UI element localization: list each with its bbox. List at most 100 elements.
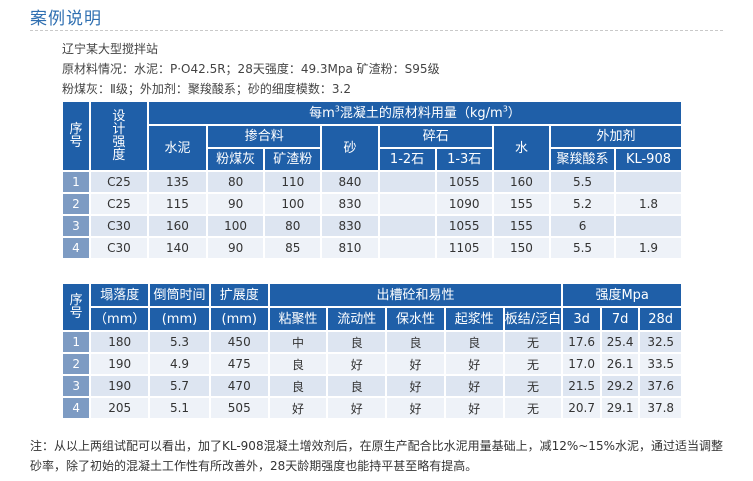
t1-header-no: 序号 bbox=[63, 102, 89, 170]
info-materials: 原材料情况：水泥：P·O42.5R；28天强度：49.3Mpa 矿渣粉：S95级 bbox=[62, 62, 440, 76]
t2-header-paste: 起浆性 bbox=[445, 308, 503, 330]
t1-group-sup2: 3 bbox=[502, 104, 508, 114]
t1-cell-g12 bbox=[379, 238, 435, 258]
table-row: 3 C30 160 100 80 830 1055 155 6 bbox=[63, 216, 681, 236]
t1-group-post: 混凝土的原材料用量（kg/m bbox=[339, 105, 503, 121]
t2-cell-slump: 205 bbox=[91, 398, 149, 418]
t2-header-no: 序号 bbox=[63, 284, 90, 330]
t2-header-bleeding: 板结/泛白 bbox=[504, 308, 562, 330]
t2-header-fluidity: 流动性 bbox=[328, 308, 386, 330]
t1-cell-kl908 bbox=[615, 216, 681, 236]
t2-cell-slump: 190 bbox=[91, 354, 149, 374]
t2-cell-bleeding: 无 bbox=[504, 332, 562, 352]
t2-header-workability: 出槽砼和易性 bbox=[269, 284, 562, 306]
t1-cell-grade: C25 bbox=[90, 172, 147, 192]
t2-cell-slump: 180 bbox=[91, 332, 149, 352]
t2-cell-paste: 好 bbox=[445, 398, 503, 418]
t1-header-flyash: 粉煤灰 bbox=[208, 149, 264, 170]
t2-header-retention: 保水性 bbox=[387, 308, 444, 330]
t2-header-28d: 28d bbox=[640, 308, 681, 330]
t2-cell-28d: 37.6 bbox=[640, 376, 681, 396]
t1-cell-pce: 5.5 bbox=[551, 172, 614, 192]
t1-cell-no: 2 bbox=[63, 194, 89, 214]
table-row: 2 190 4.9 475 良 好 好 好 无 17.0 26.1 33.5 bbox=[63, 354, 681, 374]
t2-cell-no: 1 bbox=[63, 332, 90, 352]
t1-header-g13: 1-3石 bbox=[436, 149, 492, 170]
t1-cell-g12 bbox=[379, 172, 435, 192]
table-row: 4 205 5.1 505 好 好 好 好 无 20.7 29.1 37.8 bbox=[63, 398, 681, 418]
t2-cell-no: 3 bbox=[63, 376, 90, 396]
t1-cell-cement: 115 bbox=[148, 194, 207, 214]
t2-cell-no: 4 bbox=[63, 398, 90, 418]
t2-cell-inversion: 4.9 bbox=[150, 354, 209, 374]
t2-cell-3d: 21.5 bbox=[563, 376, 600, 396]
t1-cell-cement: 135 bbox=[148, 172, 207, 192]
t2-cell-retention: 良 bbox=[387, 332, 444, 352]
t1-cell-slag: 80 bbox=[265, 216, 321, 236]
t2-cell-paste: 好 bbox=[445, 354, 503, 374]
t1-header-g12: 1-2石 bbox=[379, 149, 435, 170]
t2-cell-no: 2 bbox=[63, 354, 90, 374]
t1-header-group: 每m3混凝土的原材料用量（kg/m3） bbox=[148, 102, 681, 124]
t2-cell-retention: 好 bbox=[387, 398, 444, 418]
t1-cell-sand: 830 bbox=[322, 216, 378, 236]
t1-cell-sand: 830 bbox=[322, 194, 378, 214]
t2-cell-inversion: 5.3 bbox=[150, 332, 209, 352]
t2-header-3d: 3d bbox=[563, 308, 600, 330]
t1-cell-kl908: 1.8 bbox=[615, 194, 681, 214]
t2-cell-bleeding: 无 bbox=[504, 354, 562, 374]
table-row: 1 C25 135 80 110 840 1055 160 5.5 bbox=[63, 172, 681, 192]
t2-header-strength: 强度Mpa bbox=[563, 284, 681, 306]
t2-header-spread-unit: (mm) bbox=[210, 308, 268, 330]
table-row: 1 180 5.3 450 中 良 良 良 无 17.6 25.4 32.5 bbox=[63, 332, 681, 352]
t2-header-slump-unit: （mm） bbox=[91, 308, 149, 330]
t1-header-grade: 设计强度 bbox=[90, 102, 147, 170]
t1-header-water: 水 bbox=[493, 126, 550, 170]
t1-cell-flyash: 90 bbox=[208, 194, 264, 214]
t1-cell-no: 4 bbox=[63, 238, 89, 258]
t1-cell-pce: 6 bbox=[551, 216, 614, 236]
t1-cell-cement: 140 bbox=[148, 238, 207, 258]
t1-cell-sand: 840 bbox=[322, 172, 378, 192]
t2-cell-retention: 好 bbox=[387, 376, 444, 396]
t2-cell-bleeding: 无 bbox=[504, 376, 562, 396]
t1-cell-cement: 160 bbox=[148, 216, 207, 236]
t1-group-pre: 每m bbox=[309, 105, 335, 121]
t2-cell-bleeding: 无 bbox=[504, 398, 562, 418]
t1-cell-slag: 85 bbox=[265, 238, 321, 258]
t2-cell-paste: 好 bbox=[445, 376, 503, 396]
footnote: 注：从以上两组试配可以看出，加了KL-908混凝土增效剂后，在原生产配合比水泥用… bbox=[30, 439, 723, 473]
t2-cell-cohesion: 良 bbox=[269, 376, 327, 396]
t1-cell-water: 150 bbox=[493, 238, 550, 258]
t2-header-cohesion: 粘聚性 bbox=[269, 308, 327, 330]
t2-cell-fluidity: 好 bbox=[328, 398, 386, 418]
t2-cell-7d: 29.2 bbox=[601, 376, 639, 396]
t1-cell-g13: 1055 bbox=[436, 216, 492, 236]
t2-header-inversion-unit: (mm) bbox=[150, 308, 209, 330]
t2-cell-3d: 20.7 bbox=[563, 398, 600, 418]
t2-cell-spread: 450 bbox=[210, 332, 268, 352]
t2-cell-7d: 29.1 bbox=[601, 398, 639, 418]
t1-cell-no: 1 bbox=[63, 172, 89, 192]
t1-cell-g13: 1090 bbox=[436, 194, 492, 214]
t1-cell-kl908: 1.9 bbox=[615, 238, 681, 258]
t1-header-cement: 水泥 bbox=[148, 126, 207, 170]
t1-cell-flyash: 90 bbox=[208, 238, 264, 258]
t1-cell-grade: C25 bbox=[90, 194, 147, 214]
t1-header-pce: 聚羧酸系 bbox=[551, 149, 614, 170]
t2-cell-3d: 17.0 bbox=[563, 354, 600, 374]
t1-cell-flyash: 100 bbox=[208, 216, 264, 236]
t2-header-spread: 扩展度 bbox=[210, 284, 268, 306]
t2-cell-3d: 17.6 bbox=[563, 332, 600, 352]
table-row: 4 C30 140 90 85 810 1105 150 5.5 1.9 bbox=[63, 238, 681, 258]
t2-cell-inversion: 5.7 bbox=[150, 376, 209, 396]
t1-group-sup: 3 bbox=[334, 104, 340, 114]
t2-cell-cohesion: 中 bbox=[269, 332, 327, 352]
t1-header-slag: 矿渣粉 bbox=[265, 149, 321, 170]
t2-cell-spread: 505 bbox=[210, 398, 268, 418]
t1-cell-slag: 110 bbox=[265, 172, 321, 192]
t2-cell-paste: 良 bbox=[445, 332, 503, 352]
t1-cell-water: 155 bbox=[493, 194, 550, 214]
t2-cell-spread: 470 bbox=[210, 376, 268, 396]
info-additives: 粉煤灰：Ⅱ级；外加剂：聚羧酸系；砂的细度模数：3.2 bbox=[62, 82, 351, 96]
